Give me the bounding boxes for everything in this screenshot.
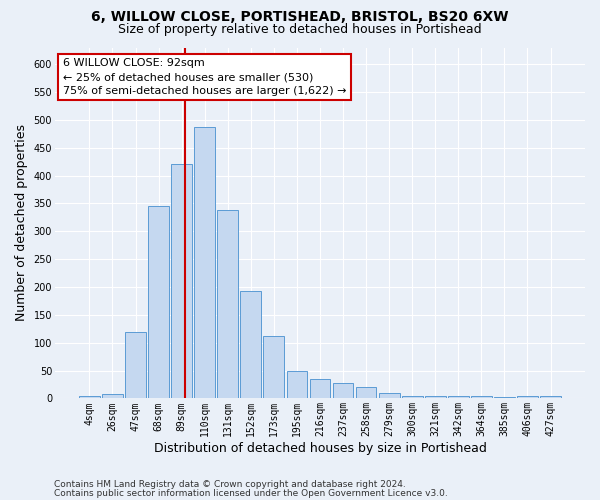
X-axis label: Distribution of detached houses by size in Portishead: Distribution of detached houses by size … (154, 442, 487, 455)
Bar (241, 291, 261, 399)
Text: 6, WILLOW CLOSE, PORTISHEAD, BRISTOL, BS20 6XW: 6, WILLOW CLOSE, PORTISHEAD, BRISTOL, BS… (91, 10, 509, 24)
Bar (517, 396, 538, 398)
Text: Contains HM Land Registry data © Crown copyright and database right 2024.: Contains HM Land Registry data © Crown c… (54, 480, 406, 489)
Bar (471, 396, 492, 398)
Bar (217, 210, 238, 398)
Bar (194, 126, 215, 398)
Bar (425, 396, 446, 398)
Y-axis label: Number of detached properties: Number of detached properties (15, 124, 28, 322)
Bar (310, 379, 331, 398)
Bar (263, 336, 284, 398)
Text: 6 WILLOW CLOSE: 92sqm
← 25% of detached houses are smaller (530)
75% of semi-det: 6 WILLOW CLOSE: 92sqm ← 25% of detached … (63, 58, 346, 96)
Bar (494, 396, 515, 398)
Bar (402, 396, 422, 398)
Bar (332, 384, 353, 398)
Bar (540, 396, 561, 398)
Bar (287, 370, 307, 398)
Bar (125, 332, 146, 398)
Bar (148, 206, 169, 398)
Bar (379, 393, 400, 398)
Text: Size of property relative to detached houses in Portishead: Size of property relative to detached ho… (118, 22, 482, 36)
Bar (448, 396, 469, 398)
Bar (356, 388, 376, 398)
Bar (102, 394, 123, 398)
Bar (79, 396, 100, 398)
Text: Contains public sector information licensed under the Open Government Licence v3: Contains public sector information licen… (54, 488, 448, 498)
Bar (171, 164, 192, 398)
